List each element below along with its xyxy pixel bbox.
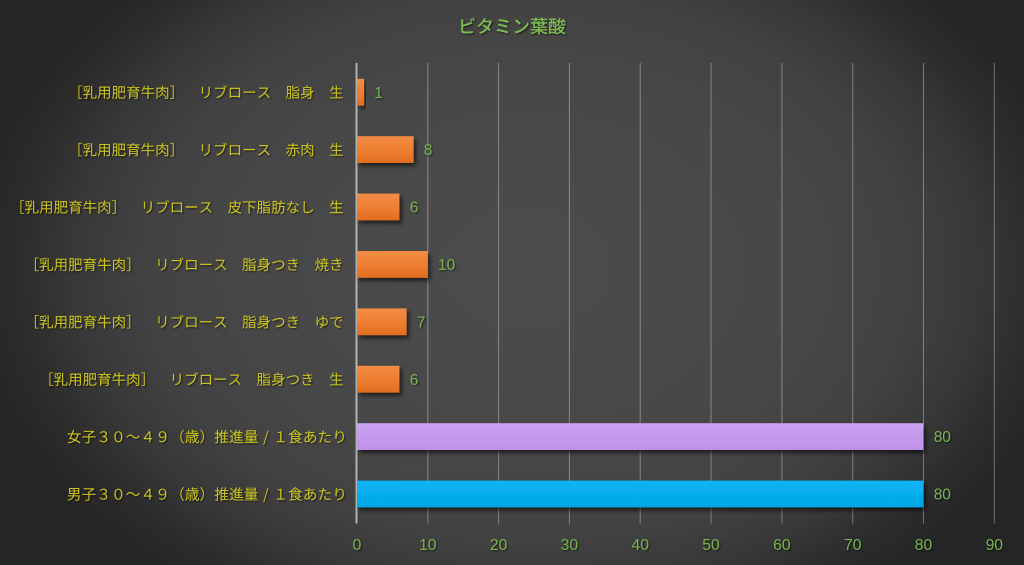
svg-text:50: 50 (702, 537, 720, 554)
svg-text:20: 20 (490, 537, 508, 554)
svg-text:1: 1 (374, 85, 383, 102)
svg-text:8: 8 (424, 142, 433, 159)
svg-text:70: 70 (844, 537, 862, 554)
svg-text:60: 60 (773, 537, 791, 554)
svg-text:80: 80 (915, 537, 933, 554)
svg-text:7: 7 (417, 314, 426, 331)
svg-text:80: 80 (934, 429, 952, 446)
svg-text:90: 90 (986, 537, 1004, 554)
svg-text:0: 0 (353, 537, 362, 554)
svg-text:10: 10 (438, 257, 456, 274)
svg-text:6: 6 (410, 200, 419, 217)
svg-text:10: 10 (419, 537, 437, 554)
svg-text:6: 6 (410, 372, 419, 389)
svg-text:40: 40 (631, 537, 649, 554)
svg-text:30: 30 (561, 537, 579, 554)
svg-text:80: 80 (934, 487, 952, 504)
